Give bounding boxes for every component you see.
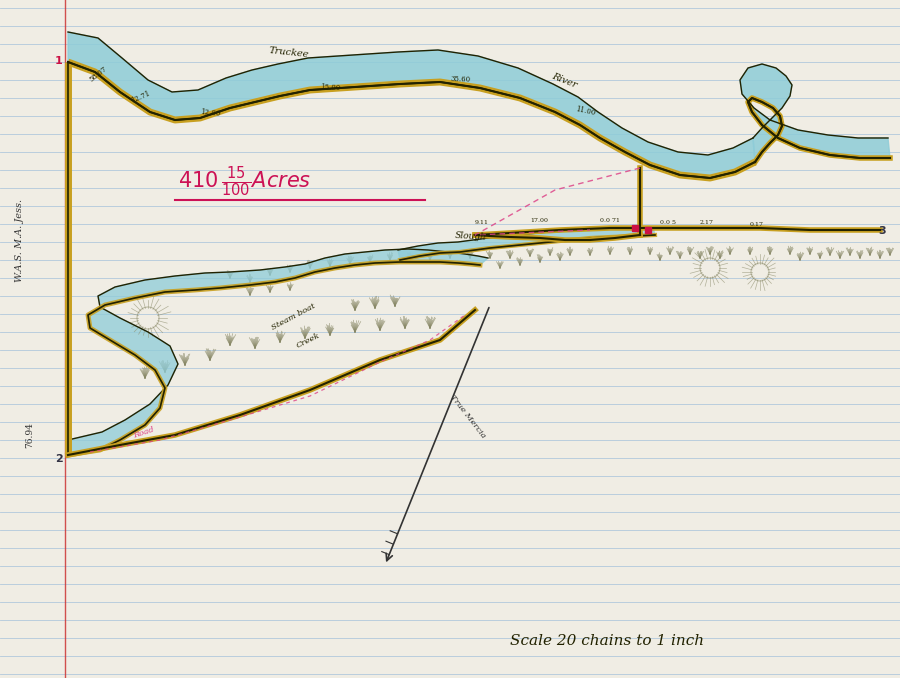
Text: 0.0 71: 0.0 71 (600, 218, 620, 223)
Text: Steam boat: Steam boat (270, 302, 317, 332)
Text: 12.71: 12.71 (130, 89, 152, 105)
Text: 15.00: 15.00 (320, 83, 340, 92)
Polygon shape (398, 227, 655, 260)
Text: 12.00: 12.00 (200, 108, 220, 118)
Bar (632, 225, 638, 231)
Text: True Mercia: True Mercia (448, 394, 487, 440)
Text: 11.00: 11.00 (575, 105, 597, 117)
Text: 0.0 5: 0.0 5 (660, 220, 676, 225)
Text: 0.17: 0.17 (750, 222, 764, 227)
Polygon shape (68, 249, 488, 455)
Polygon shape (68, 32, 755, 178)
Text: Road: Road (132, 426, 155, 440)
Text: 2: 2 (55, 454, 63, 464)
Text: Truckee: Truckee (268, 46, 309, 59)
Text: 17.00: 17.00 (530, 218, 548, 223)
Bar (645, 227, 651, 233)
Text: 2.17: 2.17 (700, 220, 714, 225)
Text: 58.07: 58.07 (88, 65, 109, 84)
Text: River: River (550, 72, 578, 90)
Text: Creek: Creek (295, 332, 321, 350)
Polygon shape (740, 64, 890, 162)
Text: W.A.S. M.A. Jess.: W.A.S. M.A. Jess. (15, 199, 24, 281)
Text: 35.60: 35.60 (450, 75, 471, 84)
Text: Slough: Slough (455, 231, 487, 242)
Text: 1: 1 (55, 56, 63, 66)
Text: 9.11: 9.11 (475, 220, 489, 225)
Text: 76.94: 76.94 (25, 422, 34, 448)
Text: 3: 3 (878, 226, 886, 236)
Text: $410\,\mathit{\frac{15}{100}}$$\mathit{Acres}$: $410\,\mathit{\frac{15}{100}}$$\mathit{A… (178, 164, 311, 199)
Text: Scale 20 chains to 1 inch: Scale 20 chains to 1 inch (510, 634, 704, 648)
